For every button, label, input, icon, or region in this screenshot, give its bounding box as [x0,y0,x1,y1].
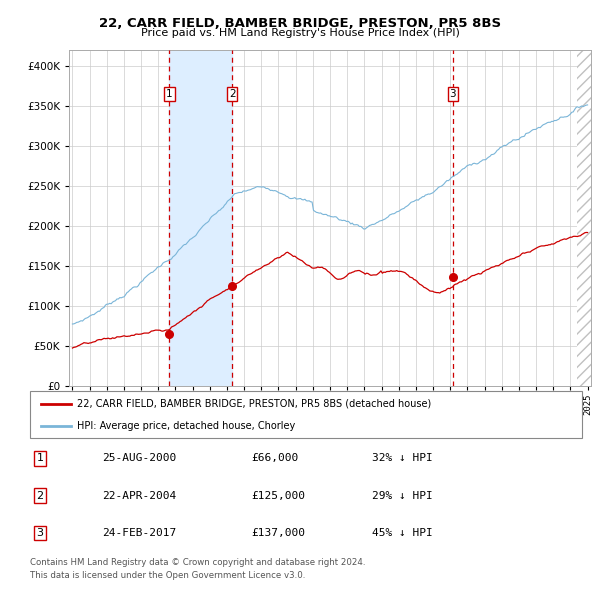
Text: Price paid vs. HM Land Registry's House Price Index (HPI): Price paid vs. HM Land Registry's House … [140,28,460,38]
Text: 25-AUG-2000: 25-AUG-2000 [102,453,176,463]
Text: 32% ↓ HPI: 32% ↓ HPI [372,453,433,463]
Text: HPI: Average price, detached house, Chorley: HPI: Average price, detached house, Chor… [77,421,295,431]
Text: 22, CARR FIELD, BAMBER BRIDGE, PRESTON, PR5 8BS (detached house): 22, CARR FIELD, BAMBER BRIDGE, PRESTON, … [77,399,431,409]
Text: 22, CARR FIELD, BAMBER BRIDGE, PRESTON, PR5 8BS: 22, CARR FIELD, BAMBER BRIDGE, PRESTON, … [99,17,501,30]
Text: 1: 1 [166,89,173,99]
Text: This data is licensed under the Open Government Licence v3.0.: This data is licensed under the Open Gov… [30,571,305,580]
Text: 3: 3 [37,528,43,538]
Text: 2: 2 [37,491,43,500]
Text: Contains HM Land Registry data © Crown copyright and database right 2024.: Contains HM Land Registry data © Crown c… [30,558,365,566]
Bar [577,50,591,386]
Text: 45% ↓ HPI: 45% ↓ HPI [372,528,433,538]
Text: 1: 1 [37,453,43,463]
Bar [169,50,232,386]
Text: £137,000: £137,000 [251,528,305,538]
Bar [577,50,591,386]
Text: 22-APR-2004: 22-APR-2004 [102,491,176,500]
Text: 29% ↓ HPI: 29% ↓ HPI [372,491,433,500]
Text: 3: 3 [449,89,456,99]
Text: £66,000: £66,000 [251,453,298,463]
Text: £125,000: £125,000 [251,491,305,500]
Text: 24-FEB-2017: 24-FEB-2017 [102,528,176,538]
Text: 2: 2 [229,89,236,99]
